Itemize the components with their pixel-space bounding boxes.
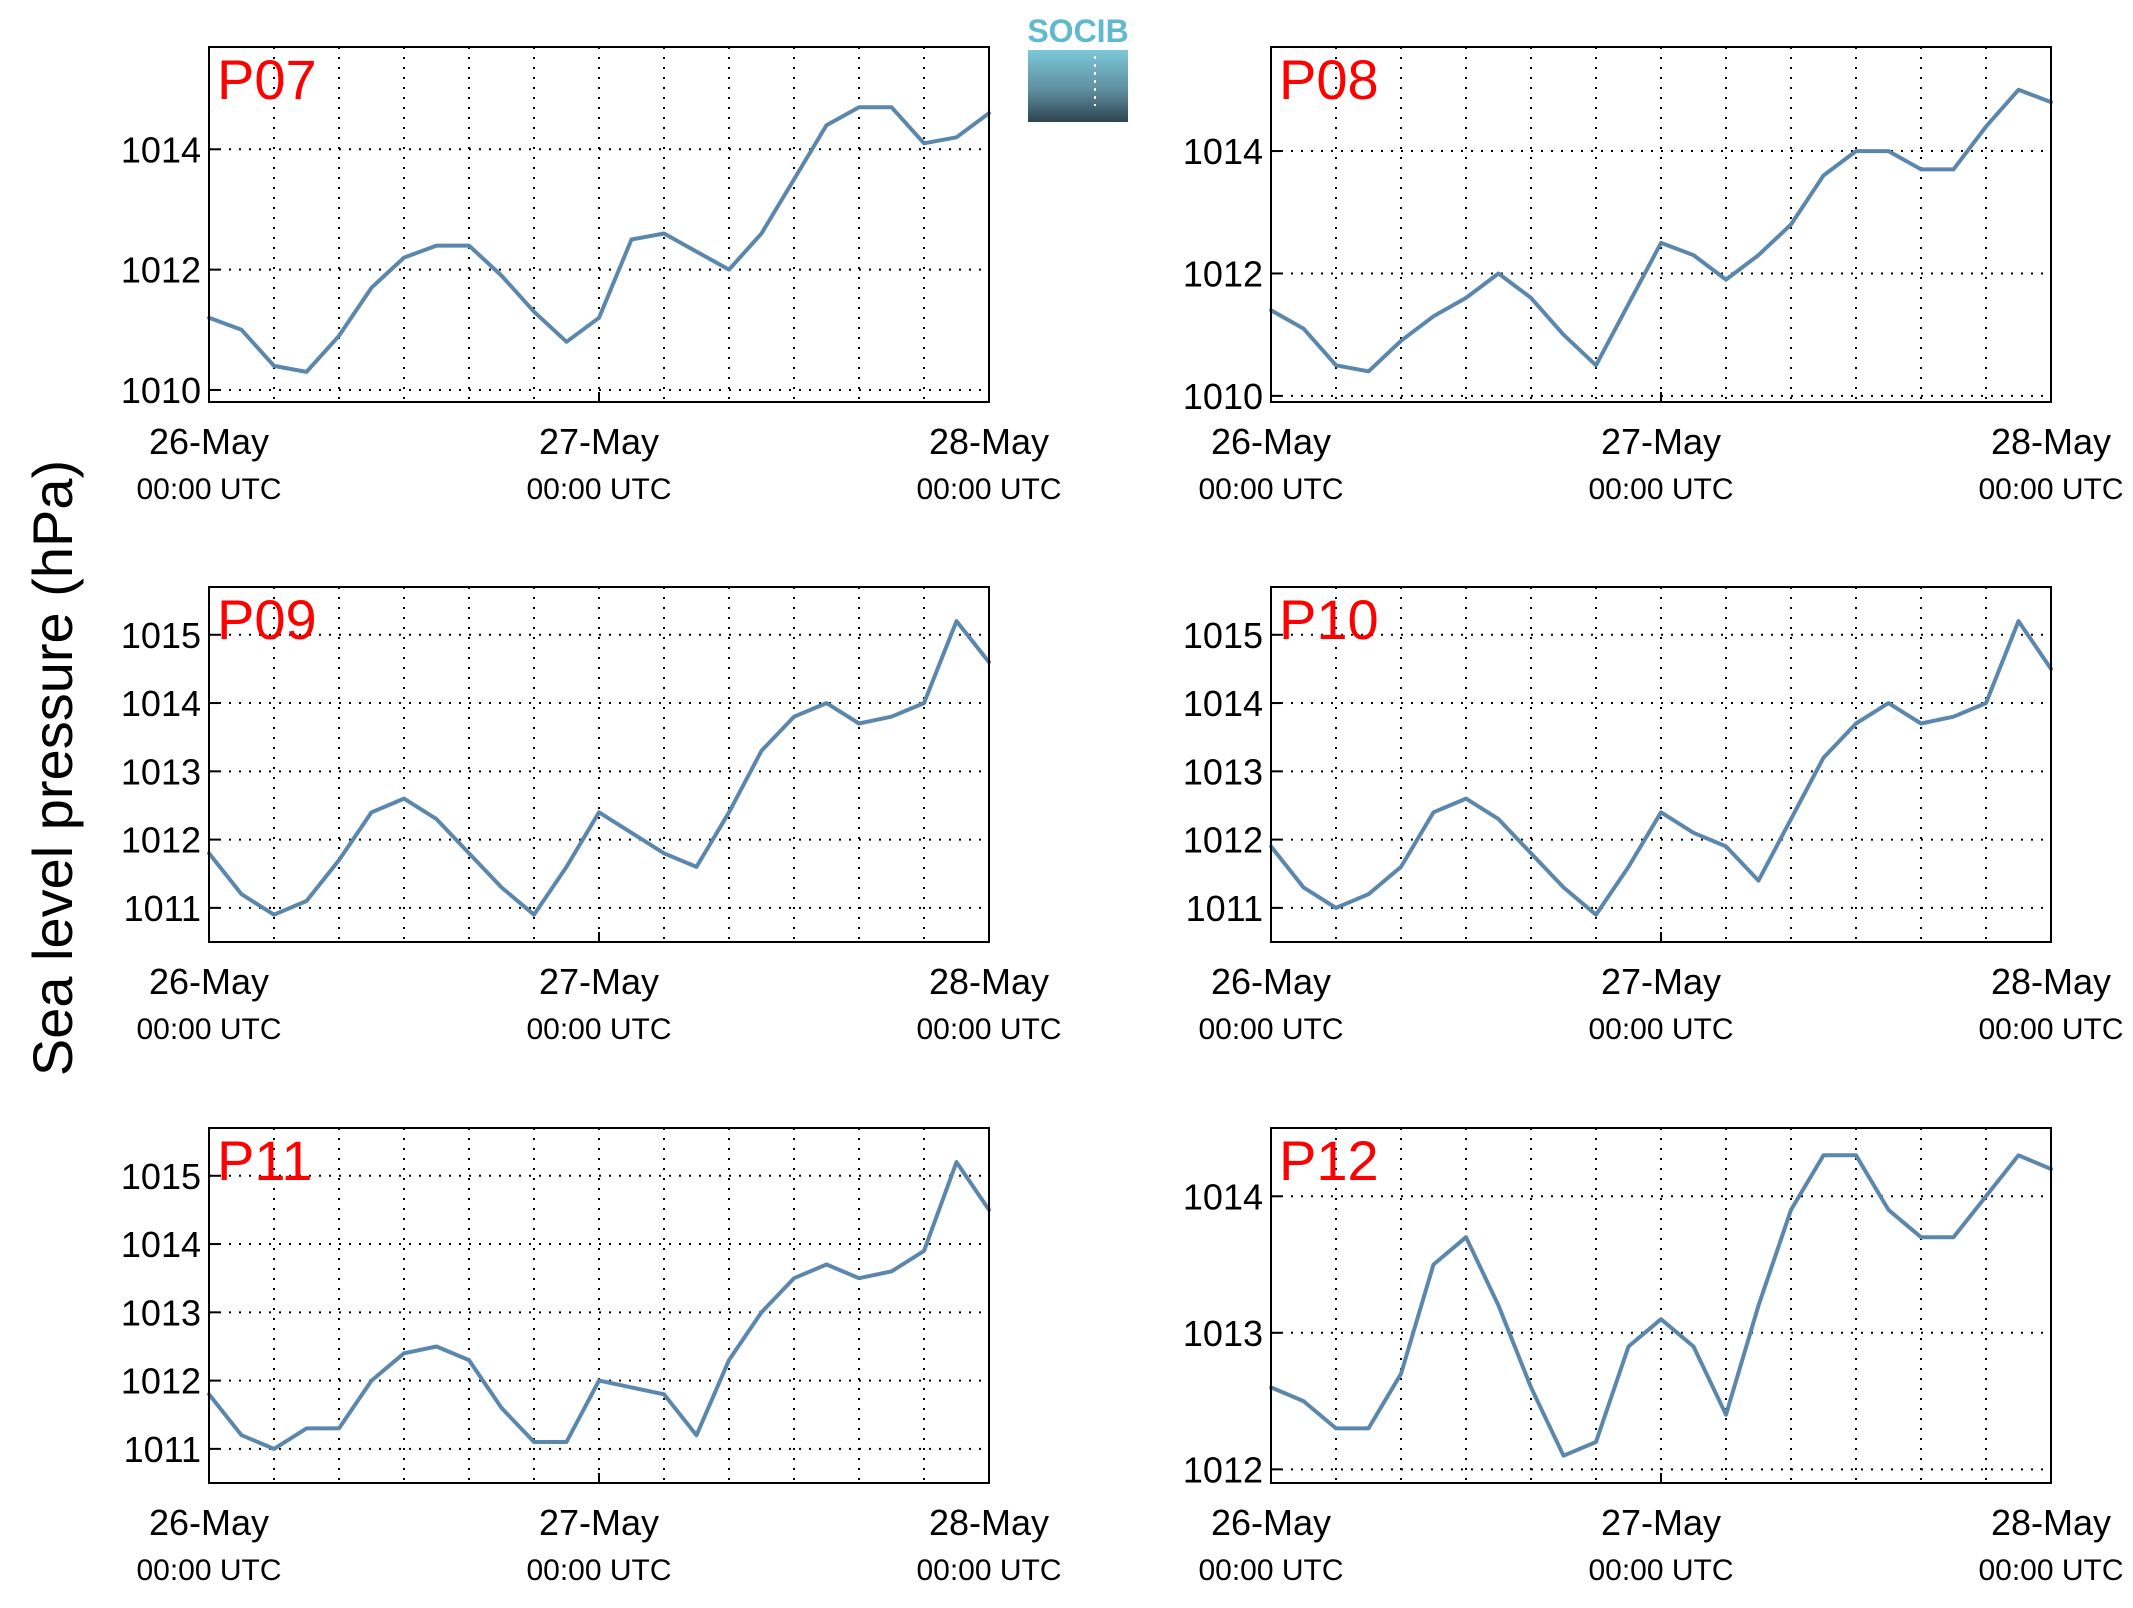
pressure-series-line [207,619,991,917]
logo-mark [1028,50,1128,122]
y-tick-label: 1012 [1183,1449,1263,1490]
panels-layer: 1010 1012 1014 26-May 00:00 UTC 27-May 00:00 U… [121,46,2124,1587]
y-tick-label: 1015 [121,1156,201,1197]
x-tick-sublabel: 00:00 UTC [916,1554,1061,1587]
y-tick-label: 1011 [124,1429,201,1470]
x-tick-label: 26-May [149,1502,269,1543]
x-tick-label: 26-May [149,421,269,462]
y-tick-label: 1012 [121,250,201,291]
x-tick-sublabel: 00:00 UTC [1588,1013,1733,1046]
x-tick-label: 28-May [929,421,1049,462]
y-tick-label: 1014 [121,683,201,724]
x-tick-label: 28-May [929,1502,1049,1543]
panel-title: P12 [1279,1129,1379,1192]
pressure-series-line [207,105,991,374]
x-tick-sublabel: 00:00 UTC [916,1013,1061,1046]
x-tick-sublabel: 00:00 UTC [1198,1554,1343,1587]
pressure-series-line [1269,87,2053,374]
y-tick-label: 1013 [1183,1313,1263,1354]
x-tick-label: 26-May [1211,961,1331,1002]
y-tick-label: 1014 [1183,1176,1263,1217]
y-tick-label: 1014 [1183,131,1263,172]
panel-title: P10 [1279,588,1379,651]
panel-p08: 1010 1012 1014 26-May 00:00 UTC 27-May 00:00 U… [1183,46,2124,506]
x-tick-label: 27-May [539,421,659,462]
socib-logo: SOCIB [1027,13,1129,122]
x-tick-sublabel: 00:00 UTC [1588,1554,1733,1587]
x-tick-label: 26-May [149,961,269,1002]
x-tick-label: 28-May [1991,421,2111,462]
x-tick-sublabel: 00:00 UTC [1978,473,2123,506]
panel-p09: 1011 1012 1013 1014 1015 26-May 00:00 UTC 27-Ma… [121,586,1062,1046]
x-tick-sublabel: 00:00 UTC [136,1554,281,1587]
x-tick-label: 26-May [1211,1502,1331,1543]
pressure-series-line [1269,1153,2053,1458]
x-tick-label: 27-May [1601,1502,1721,1543]
y-tick-label: 1012 [121,1361,201,1402]
y-tick-label: 1013 [121,751,201,792]
panel-title: P08 [1279,48,1379,111]
panel-title: P11 [217,1129,312,1192]
y-tick-label: 1011 [1186,888,1263,929]
y-tick-label: 1012 [1183,820,1263,861]
x-tick-sublabel: 00:00 UTC [526,1013,671,1046]
y-tick-label: 1014 [121,1224,201,1265]
x-tick-label: 27-May [1601,961,1721,1002]
panel-p12: 1012 1013 1014 26-May 00:00 UTC 27-May 00:00 U… [1183,1127,2124,1587]
x-tick-label: 27-May [539,961,659,1002]
x-tick-label: 26-May [1211,421,1331,462]
x-tick-label: 28-May [1991,961,2111,1002]
panel-title: P07 [217,48,317,111]
y-tick-label: 1013 [1183,751,1263,792]
logo-text: SOCIB [1027,13,1128,49]
y-tick-label: 1012 [121,820,201,861]
x-tick-sublabel: 00:00 UTC [1198,1013,1343,1046]
pressure-series-line [207,1160,991,1451]
x-tick-sublabel: 00:00 UTC [526,1554,671,1587]
y-tick-label: 1015 [1183,615,1263,656]
x-tick-sublabel: 00:00 UTC [1588,473,1733,506]
y-tick-label: 1010 [121,370,201,411]
x-tick-sublabel: 00:00 UTC [916,473,1061,506]
y-tick-label: 1014 [1183,683,1263,724]
y-tick-label: 1012 [1183,253,1263,294]
panel-p10: 1011 1012 1013 1014 1015 26-May 00:00 UTC 27-Ma… [1183,586,2124,1046]
x-tick-label: 27-May [1601,421,1721,462]
x-tick-label: 27-May [539,1502,659,1543]
pressure-series-line [1269,619,2053,917]
y-tick-label: 1014 [121,129,201,170]
y-tick-label: 1011 [124,888,201,929]
panel-p11: 1011 1012 1013 1014 1015 26-May 00:00 UTC 27-Ma… [121,1127,1062,1587]
y-tick-label: 1015 [121,615,201,656]
x-tick-label: 28-May [929,961,1049,1002]
x-tick-sublabel: 00:00 UTC [1198,473,1343,506]
x-tick-label: 28-May [1991,1502,2111,1543]
x-tick-sublabel: 00:00 UTC [526,473,671,506]
x-tick-sublabel: 00:00 UTC [1978,1013,2123,1046]
x-tick-sublabel: 00:00 UTC [1978,1554,2123,1587]
panel-title: P09 [217,588,317,651]
y-axis-label: Sea level pressure (hPa) [21,460,84,1076]
y-tick-label: 1010 [1183,376,1263,417]
panel-p07: 1010 1012 1014 26-May 00:00 UTC 27-May 00:00 U… [121,46,1062,506]
x-tick-sublabel: 00:00 UTC [136,473,281,506]
y-tick-label: 1013 [121,1292,201,1333]
x-tick-sublabel: 00:00 UTC [136,1013,281,1046]
